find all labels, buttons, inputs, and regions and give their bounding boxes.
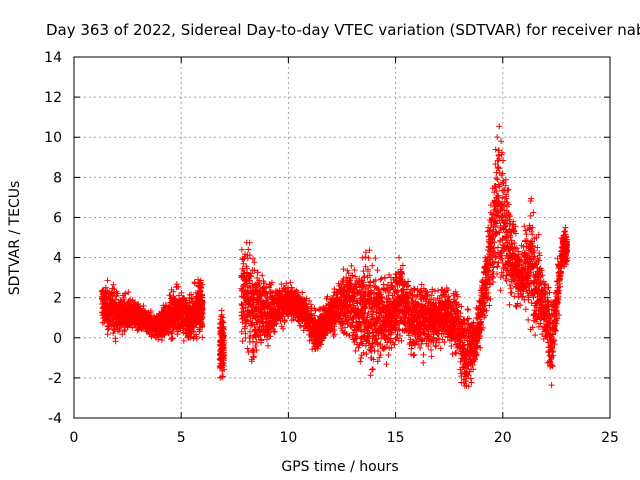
y-tick-label: -4 [48, 411, 62, 427]
chart-title: Day 363 of 2022, Sidereal Day-to-day VTE… [46, 21, 640, 39]
x-tick-label: 20 [494, 430, 512, 446]
x-tick-label: 15 [387, 430, 405, 446]
y-tick-label: 10 [44, 130, 62, 146]
y-tick-label: 6 [53, 210, 62, 226]
y-tick-label: 8 [53, 170, 62, 186]
y-tick-label: 12 [44, 90, 62, 106]
axis-ticks [73, 56, 611, 419]
x-tick-label: 5 [177, 430, 186, 446]
y-tick-label: 14 [44, 50, 62, 66]
y-axis-label: SDTVAR / TECUs [7, 181, 23, 296]
plot-frame [73, 56, 611, 419]
chart-grid [74, 57, 610, 418]
y-tick-label: -2 [48, 371, 62, 387]
x-axis-label: GPS time / hours [281, 459, 398, 475]
x-tick-label: 25 [601, 430, 619, 446]
x-tick-label: 10 [279, 430, 297, 446]
y-tick-labels: -4 -2 0 2 4 6 8 10 12 14 [44, 50, 62, 427]
y-tick-label: 4 [53, 251, 62, 267]
sdtvar-series-points [98, 123, 571, 390]
data-points [98, 123, 571, 390]
x-tick-label: 0 [70, 430, 79, 446]
y-tick-label: 0 [53, 331, 62, 347]
x-tick-labels: 0 5 10 15 20 25 [70, 430, 619, 446]
y-tick-label: 2 [53, 291, 62, 307]
